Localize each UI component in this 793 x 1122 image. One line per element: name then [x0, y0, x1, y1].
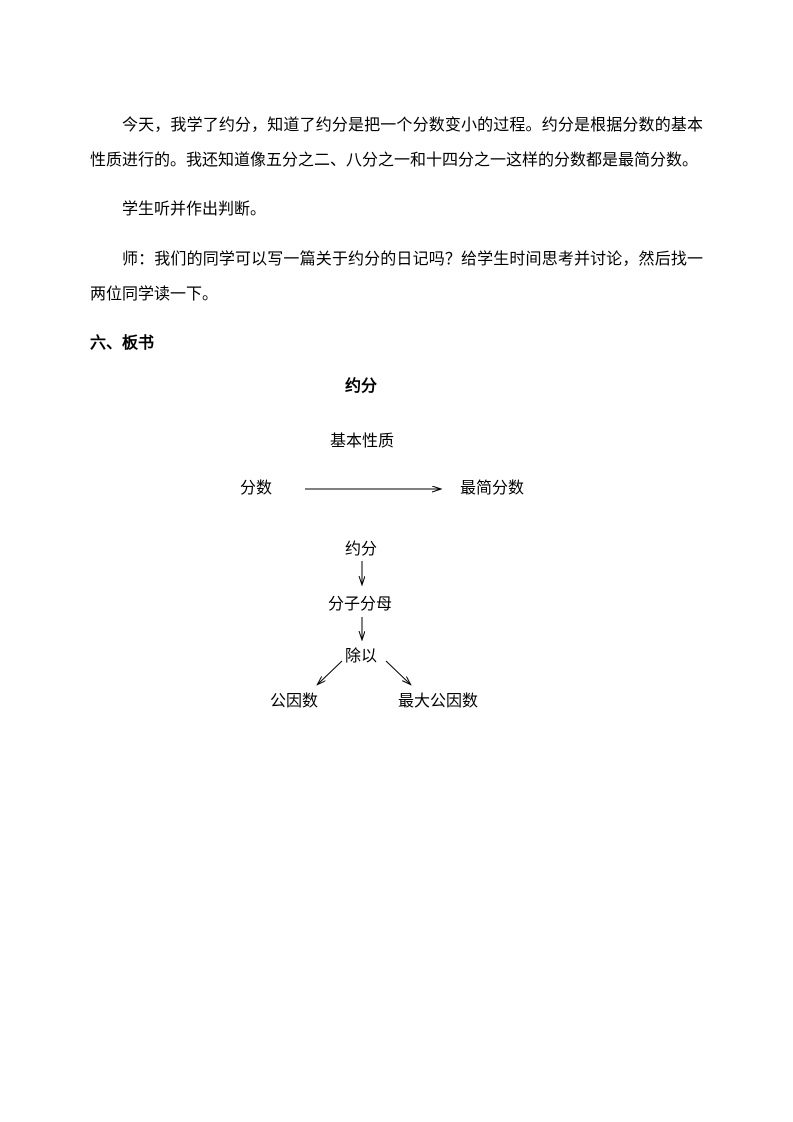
page-content: 今天，我学了约分，知道了约分是把一个分数变小的过程。约分是根据分数的基本性质进行…	[0, 0, 793, 709]
arrow-diag-l	[318, 661, 342, 684]
section-heading: 六、板书	[90, 326, 703, 361]
paragraph-3: 师：我们的同学可以写一篇关于约分的日记吗？给学生时间思考并讨论，然后找一两位同学…	[90, 242, 703, 312]
paragraph-2: 学生听并作出判断。	[90, 192, 703, 227]
paragraph-1: 今天，我学了约分，知道了约分是把一个分数变小的过程。约分是根据分数的基本性质进行…	[90, 108, 703, 178]
board-diagram: 约分 基本性质 分数 最简分数 约分 分子分母 除以 公因数 最大公因数	[150, 379, 610, 709]
arrow-diag-r	[386, 661, 410, 684]
diagram-arrows	[150, 379, 610, 709]
